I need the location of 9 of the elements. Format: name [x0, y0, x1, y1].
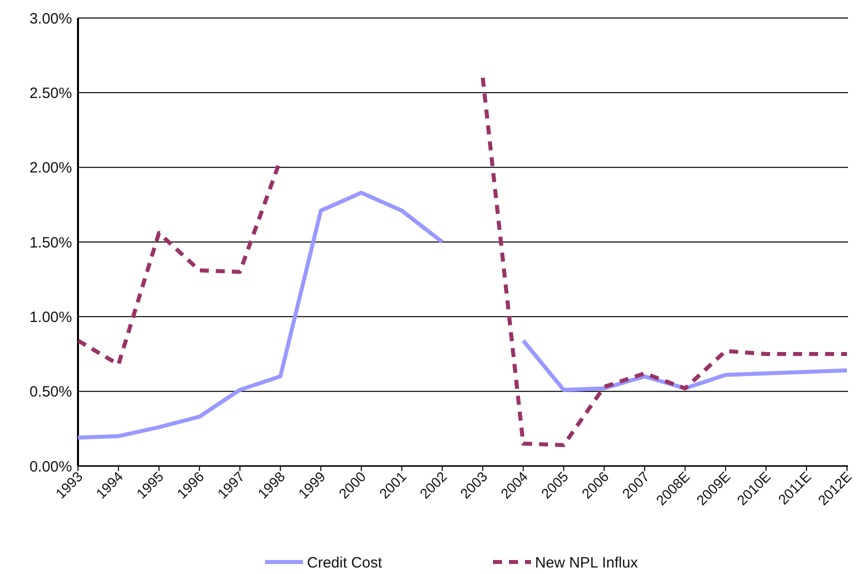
legend-label: Credit Cost	[307, 554, 383, 572]
y-tick-label: 2.00%	[29, 160, 72, 177]
y-tick-label: 0.50%	[29, 384, 72, 401]
legend-label: New NPL Influx	[535, 554, 638, 572]
y-tick-label: 2.50%	[29, 84, 72, 102]
y-tick-label: 0.00%	[29, 458, 72, 476]
y-tick-label: 1.50%	[29, 234, 72, 252]
y-tick-label: 3.00%	[29, 10, 72, 28]
y-tick-label: 1.00%	[29, 308, 72, 326]
